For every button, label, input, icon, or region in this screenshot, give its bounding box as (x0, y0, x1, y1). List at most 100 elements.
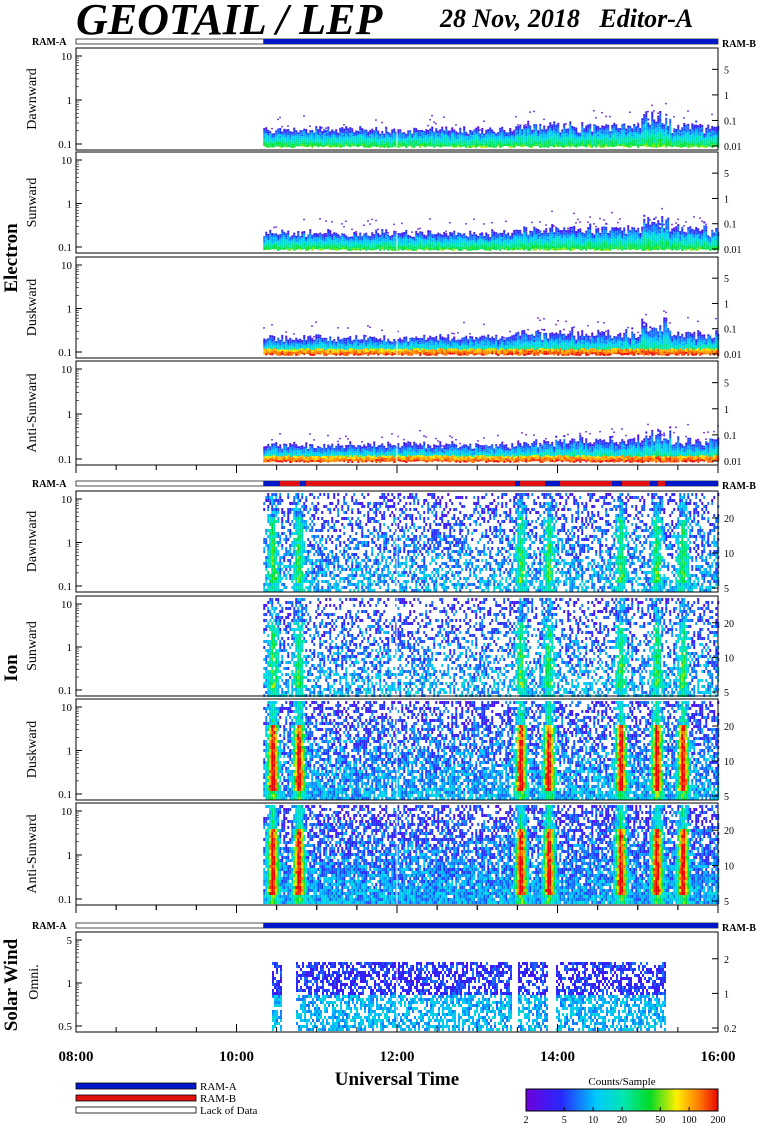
heat-cell (623, 135, 626, 138)
heat-cell (661, 228, 664, 231)
heat-cell (369, 244, 372, 247)
heat-cell (345, 220, 347, 223)
heat-cell (627, 233, 630, 236)
heat-cell (705, 243, 708, 246)
heat-cell (277, 343, 280, 346)
heat-cell (703, 237, 706, 240)
heat-cell (367, 353, 370, 356)
heat-cell (623, 129, 626, 132)
heat-cell (381, 329, 383, 332)
heat-cell (541, 243, 544, 246)
heat-cell (581, 142, 584, 145)
heat-cell (449, 144, 452, 147)
heat-cell (443, 116, 445, 118)
heat-cell (663, 130, 666, 133)
heat-cell (549, 237, 552, 240)
heat-cell (385, 245, 388, 248)
heat-cell (263, 134, 266, 137)
heat-cell (385, 243, 388, 246)
heat-cell (333, 246, 336, 249)
heat-cell (613, 247, 616, 250)
heat-cell (407, 234, 410, 237)
heat-cell (705, 237, 708, 240)
heat-cell (615, 136, 618, 139)
heat-cell (313, 144, 316, 147)
heat-cell (445, 241, 448, 244)
heat-cell (645, 135, 648, 138)
heat-cell (449, 243, 452, 246)
heat-cell (465, 131, 468, 134)
heat-cell (321, 244, 324, 247)
heat-cell (363, 145, 366, 148)
heat-cell (313, 235, 316, 238)
heat-cell (363, 334, 366, 337)
heat-cell (649, 144, 652, 147)
heat-cell (565, 236, 568, 239)
heat-cell (279, 343, 282, 346)
heat-cell (485, 248, 488, 251)
heat-cell (645, 129, 648, 132)
heat-cell (503, 130, 506, 133)
heat-cell (511, 236, 514, 239)
heat-cell (599, 232, 602, 235)
heat-cell (585, 244, 588, 247)
heat-cell (513, 241, 516, 244)
heat-cell (641, 136, 644, 139)
heat-cell (483, 139, 486, 142)
heat-cell (375, 243, 378, 246)
heat-cell (657, 121, 660, 124)
heat-cell (375, 142, 378, 145)
heat-cell (685, 232, 688, 235)
heat-cell (497, 134, 500, 137)
heat-cell (679, 237, 682, 240)
heat-cell (267, 133, 270, 136)
heat-cell (477, 128, 480, 131)
heat-cell (429, 238, 432, 241)
heat-cell (619, 241, 622, 244)
heat-cell (471, 242, 474, 245)
heat-cell (305, 141, 308, 144)
heat-cell (559, 140, 562, 143)
heat-cell (453, 236, 456, 239)
heat-cell (437, 236, 440, 239)
heat-cell (281, 125, 283, 128)
heat-cell (615, 247, 618, 250)
heat-cell (689, 230, 692, 233)
heat-cell (715, 128, 718, 131)
heat-cell (523, 226, 526, 229)
heat-cell (425, 243, 428, 246)
heat-cell (513, 143, 516, 146)
heat-cell (599, 236, 602, 239)
heat-cell (483, 240, 486, 243)
heat-cell (679, 141, 682, 144)
heat-cell (659, 229, 662, 232)
heat-cell (469, 137, 472, 140)
heat-cell (377, 243, 380, 246)
heat-cell (389, 246, 392, 249)
heat-cell (419, 139, 422, 142)
heat-cell (549, 142, 552, 145)
heat-cell (693, 243, 696, 246)
heat-cell (467, 143, 470, 146)
heat-cell (495, 240, 498, 243)
heat-cell (419, 145, 422, 148)
heat-cell (375, 346, 378, 349)
heat-cell (361, 244, 364, 247)
heat-cell (629, 139, 632, 142)
heat-cell (339, 141, 342, 144)
heat-cell (385, 131, 388, 134)
heat-cell (307, 246, 310, 249)
heat-cell (527, 126, 530, 129)
heat-cell (333, 133, 336, 136)
heat-cell (467, 244, 470, 247)
heat-cell (683, 130, 686, 133)
heat-cell (309, 335, 312, 338)
heat-cell (467, 133, 470, 136)
heat-cell (649, 132, 652, 135)
heat-cell (647, 224, 650, 227)
heat-cell (351, 132, 354, 135)
heat-cell (437, 238, 440, 241)
heat-cell (393, 142, 396, 145)
heat-cell (301, 136, 304, 139)
heat-cell (435, 244, 438, 247)
